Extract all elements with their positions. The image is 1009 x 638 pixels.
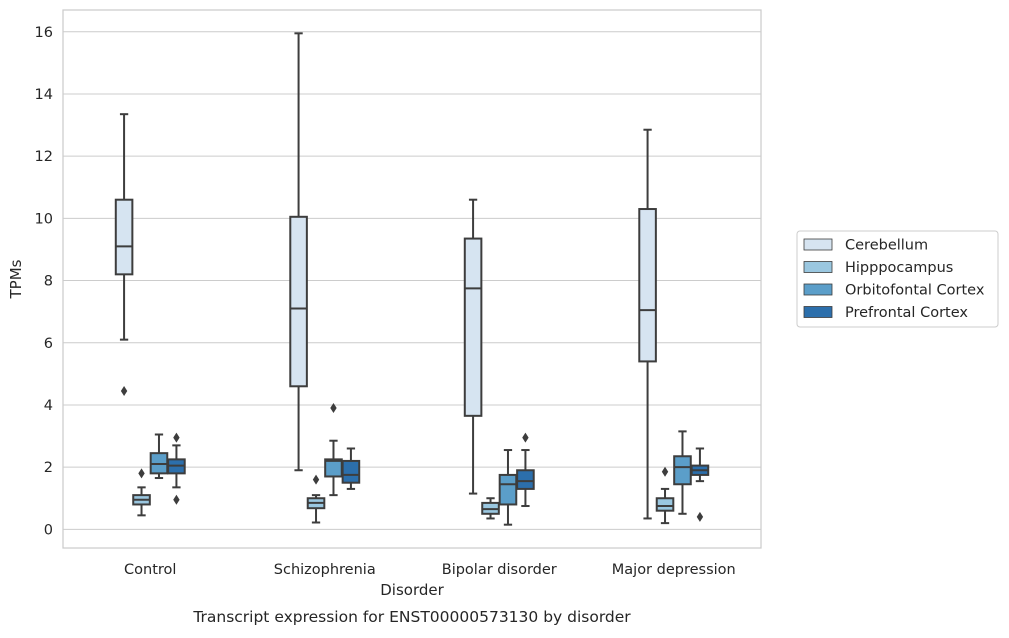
legend-label: Orbitofontal Cortex bbox=[845, 283, 985, 299]
box-iqr bbox=[498, 473, 518, 506]
box-iqr bbox=[289, 215, 308, 388]
outlier-point bbox=[330, 403, 337, 414]
box-prefrontal-cortex bbox=[341, 447, 361, 490]
legend-frame bbox=[796, 230, 999, 328]
box-iqr bbox=[673, 455, 692, 486]
box-prefrontal-cortex bbox=[167, 432, 186, 505]
box-iqr bbox=[638, 208, 657, 363]
box-hipppocampus bbox=[306, 474, 326, 524]
box-cerebellum bbox=[114, 113, 134, 396]
boxes bbox=[114, 32, 710, 526]
box-cerebellum bbox=[289, 32, 308, 472]
x-tick-label: Major depression bbox=[612, 562, 736, 578]
legend-swatch bbox=[803, 283, 833, 296]
outlier-point bbox=[173, 432, 180, 443]
outlier-point bbox=[120, 385, 128, 396]
x-tick-label: Bipolar disorder bbox=[442, 562, 557, 578]
box-cerebellum bbox=[638, 128, 657, 520]
outlier-point bbox=[522, 432, 529, 443]
box-prefrontal-cortex bbox=[690, 447, 710, 522]
y-tick-label: 6 bbox=[44, 336, 53, 352]
legend-label: Cerebellum bbox=[845, 238, 928, 254]
legend-swatch bbox=[803, 261, 833, 273]
x-axis-ticks: Control Schizophrenia Bipolar disorder Majo… bbox=[124, 562, 736, 578]
box-orbitofontal-cortex bbox=[673, 430, 692, 515]
box-orbitofontal-cortex bbox=[498, 449, 518, 526]
box-hipppocampus bbox=[132, 468, 151, 517]
legend: Cerebellum Hipppocampus Orbitofontal Corte… bbox=[796, 230, 999, 328]
y-tick-label: 0 bbox=[44, 522, 53, 538]
outlier-point bbox=[138, 468, 145, 479]
x-tick-label: Schizophrenia bbox=[274, 562, 376, 578]
box-orbitofontal-cortex bbox=[324, 403, 343, 497]
plot-frame bbox=[62, 9, 762, 549]
y-tick-label: 12 bbox=[35, 149, 53, 165]
box-hipppocampus bbox=[481, 497, 500, 520]
outlier-point bbox=[696, 511, 704, 522]
outlier-point bbox=[173, 494, 180, 505]
y-axis-label: TPMs bbox=[7, 259, 25, 299]
box-orbitofontal-cortex bbox=[149, 433, 169, 480]
box-iqr bbox=[655, 497, 675, 512]
box-iqr bbox=[341, 459, 361, 484]
box-prefrontal-cortex bbox=[516, 432, 535, 508]
y-tick-label: 16 bbox=[35, 25, 53, 41]
outlier-point bbox=[312, 474, 320, 485]
legend-swatch bbox=[803, 238, 833, 251]
y-tick-label: 2 bbox=[44, 460, 53, 476]
legend-label: Prefrontal Cortex bbox=[845, 305, 968, 321]
box-iqr bbox=[324, 458, 343, 478]
x-axis-label: Disorder bbox=[380, 581, 444, 599]
x-tick-label: Control bbox=[124, 562, 176, 578]
box-iqr bbox=[114, 198, 134, 276]
y-tick-label: 14 bbox=[35, 87, 53, 103]
legend-label: Hipppocampus bbox=[845, 260, 953, 276]
outlier-point bbox=[661, 466, 669, 477]
box-iqr bbox=[516, 469, 535, 490]
y-tick-label: 10 bbox=[35, 211, 53, 227]
box-hipppocampus bbox=[655, 466, 675, 525]
chart-caption: Transcript expression for ENST0000057313… bbox=[192, 608, 631, 626]
y-tick-label: 4 bbox=[44, 398, 53, 414]
y-tick-label: 8 bbox=[44, 274, 53, 290]
box-cerebellum bbox=[463, 198, 483, 495]
legend-swatch bbox=[803, 306, 833, 318]
y-axis-ticks: 0 2 4 6 8 10 12 14 16 bbox=[35, 25, 53, 539]
box-iqr bbox=[463, 237, 483, 417]
